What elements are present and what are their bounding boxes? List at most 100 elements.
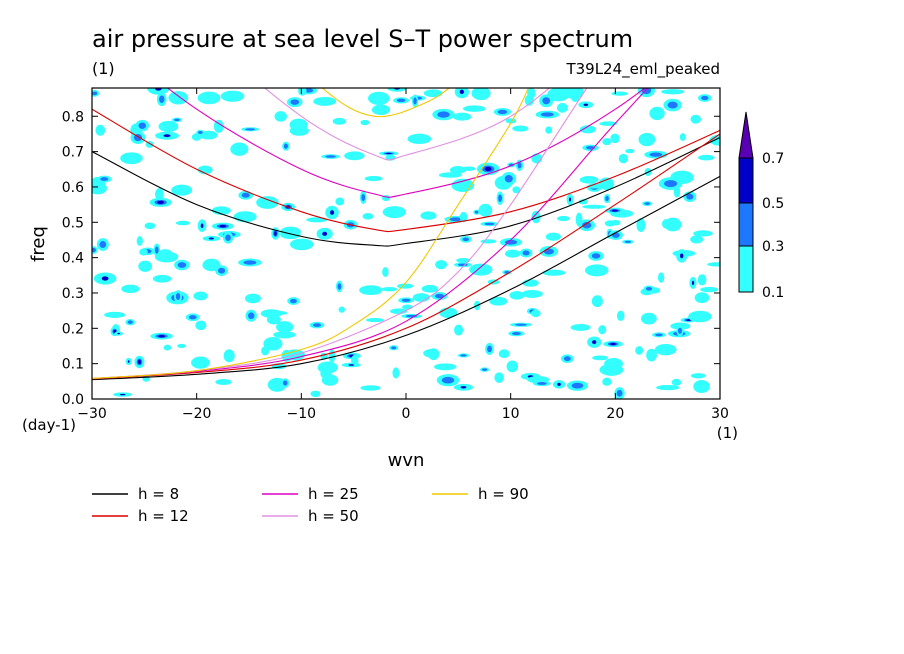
power-blob (138, 122, 146, 129)
power-blob (360, 385, 381, 391)
power-blob (195, 320, 207, 331)
power-blob (707, 262, 720, 267)
power-blob (100, 177, 109, 181)
power-blob (563, 356, 571, 362)
colorbar-extend-arrow (738, 111, 754, 159)
power-blob (524, 94, 534, 106)
power-blob (215, 379, 232, 386)
power-blob (460, 386, 467, 389)
power-blob (698, 154, 715, 161)
power-blob (152, 274, 172, 283)
dispersion-curve-kelvin-2 (92, 88, 649, 380)
power-blob (504, 239, 518, 245)
power-blob (313, 96, 337, 106)
power-blob (459, 89, 464, 95)
power-blob (423, 349, 440, 358)
power-blob (382, 206, 406, 219)
power-blob (690, 114, 702, 124)
power-blob (385, 152, 392, 155)
power-blob (579, 125, 596, 134)
power-blob (542, 97, 551, 105)
power-blob (556, 102, 568, 113)
power-blob (545, 232, 561, 241)
power-blob (497, 109, 508, 115)
power-blob (413, 97, 417, 105)
x-unit-label: (1) (717, 424, 738, 442)
power-blob (679, 133, 686, 141)
power-blob (289, 238, 314, 251)
power-blob (197, 91, 221, 105)
power-blob (616, 389, 623, 397)
power-blob (478, 203, 493, 217)
colorbar-segment (738, 202, 754, 247)
power-blob (591, 253, 601, 259)
power-blob (387, 88, 407, 92)
axis-ticks: −30 −20 −10 0 10 20 30 0.0 0.1 0.2 0.3 0.4 0.5 0.6 0.7… (62, 88, 729, 422)
power-blob (616, 310, 625, 322)
power-blob (459, 211, 468, 223)
power-blob (462, 237, 470, 242)
power-blob (540, 112, 554, 117)
power-blob (656, 384, 680, 391)
power-blob (522, 250, 530, 256)
power-blob (99, 240, 107, 248)
power-blob (697, 274, 707, 286)
power-blob (420, 211, 437, 220)
power-blob (310, 390, 321, 398)
power-blob (542, 269, 566, 276)
power-blob (521, 289, 543, 298)
power-blob (610, 133, 620, 144)
x-tick-label: 20 (606, 406, 624, 422)
power-blob (280, 226, 301, 238)
power-blob (592, 340, 597, 345)
power-blob (655, 333, 663, 337)
power-blob (449, 217, 462, 222)
power-blob (233, 211, 257, 223)
power-blob (690, 235, 704, 244)
power-blob (322, 231, 328, 236)
power-blob (337, 283, 342, 290)
colorbar: 0.1 0.3 0.5 0.7 (738, 111, 784, 301)
power-blob (531, 309, 541, 318)
power-blob (693, 379, 710, 394)
power-blob (365, 317, 385, 323)
power-blob (367, 91, 390, 105)
power-blob (435, 293, 445, 299)
power-blob (591, 295, 603, 308)
power-blob (482, 368, 488, 371)
power-blob (678, 327, 682, 334)
power-blob (646, 348, 657, 362)
power-blob (213, 119, 224, 133)
dispersion-curve-ig-0 (92, 137, 720, 247)
power-blob (230, 142, 249, 156)
power-blob (511, 332, 521, 336)
power-blob (505, 118, 517, 124)
y-tick-label: 0.4 (62, 251, 84, 267)
x-tick-label: −30 (77, 406, 107, 422)
power-blob (671, 378, 682, 386)
power-blob (208, 237, 214, 240)
power-blob (531, 210, 541, 224)
power-blob (694, 292, 710, 304)
power-blob (159, 95, 165, 103)
power-blob (582, 221, 592, 229)
power-blob (223, 349, 235, 363)
colorbar-label: 0.5 (762, 196, 784, 212)
power-blob (624, 240, 632, 243)
power-blob (563, 88, 584, 99)
power-blob (174, 118, 180, 122)
power-blob (599, 121, 618, 126)
power-blob (139, 248, 148, 256)
power-blob (177, 343, 187, 348)
power-blob (392, 367, 400, 379)
power-blob (193, 291, 208, 301)
power-blob (686, 193, 694, 200)
power-blob (335, 197, 345, 206)
power-blob (557, 215, 570, 222)
dispersion-curve-ig-3 (264, 88, 551, 161)
power-blob (225, 234, 231, 241)
chart-title: air pressure at sea level S–T power spec… (92, 25, 633, 53)
power-blob (273, 331, 296, 339)
power-blob (611, 91, 629, 96)
